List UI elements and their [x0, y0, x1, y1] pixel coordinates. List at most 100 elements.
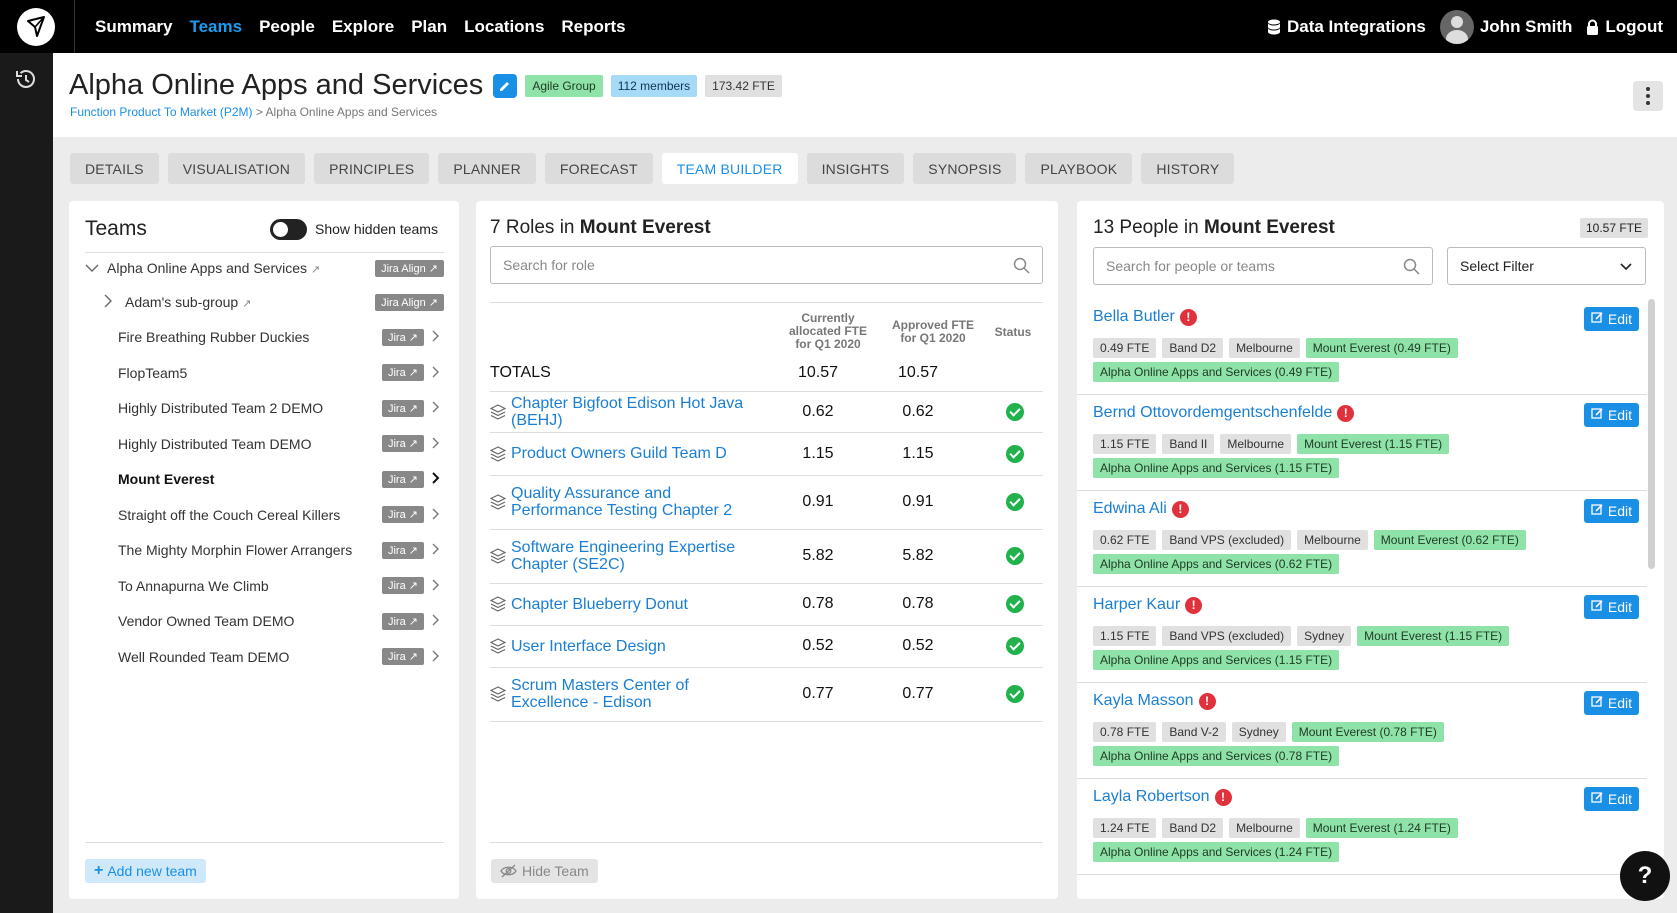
filter-select[interactable]: Select Filter — [1447, 247, 1646, 285]
jira-align-tag[interactable]: Jira Align ↗ — [375, 260, 444, 277]
top-right-menu: Data Integrations John Smith Logout — [1267, 0, 1663, 53]
team-list-item[interactable]: The Mighty Morphin Flower Arrangers Jira … — [85, 538, 444, 562]
group-allocation-tag: Alpha Online Apps and Services (1.24 FTE… — [1093, 842, 1339, 862]
people-search-input[interactable]: Search for people or teams — [1093, 247, 1433, 285]
team-list-item[interactable]: Mount Everest Jira ↗ — [85, 467, 444, 491]
person-name-link[interactable]: Kayla Masson! — [1093, 692, 1216, 710]
edit-person-button[interactable]: Edit — [1584, 403, 1639, 427]
jira-tag[interactable]: Jira ↗ — [382, 648, 424, 665]
chevron-right-icon — [432, 542, 444, 558]
nav-plan[interactable]: Plan — [411, 17, 447, 37]
layers-icon — [490, 446, 506, 467]
edit-person-button[interactable]: Edit — [1584, 691, 1639, 715]
tab-team-builder[interactable]: TEAM BUILDER — [662, 153, 798, 184]
chevron-right-icon — [432, 578, 444, 594]
edit-person-button[interactable]: Edit — [1584, 787, 1639, 811]
jira-tag[interactable]: Jira ↗ — [382, 471, 424, 488]
person-name-link[interactable]: Layla Robertson! — [1093, 788, 1232, 806]
divider — [490, 721, 1043, 722]
nav-people[interactable]: People — [259, 17, 315, 37]
role-name-link[interactable]: Scrum Masters Center of Excellence - Edi… — [511, 677, 766, 711]
team-tree-root[interactable]: Alpha Online Apps and Services ↗ Jira Ali… — [85, 256, 444, 280]
data-integrations-link[interactable]: Data Integrations — [1267, 17, 1426, 37]
person-name-link[interactable]: Edwina Ali! — [1093, 500, 1189, 518]
jira-tag[interactable]: Jira ↗ — [382, 364, 424, 381]
person-name: Bella Butler — [1093, 308, 1175, 326]
nav-reports[interactable]: Reports — [561, 17, 625, 37]
jira-tag[interactable]: Jira ↗ — [382, 506, 424, 523]
jira-tag-label: Jira — [388, 509, 406, 521]
role-name-link[interactable]: Product Owners Guild Team D — [511, 445, 766, 462]
team-name: Straight off the Couch Cereal Killers — [118, 507, 382, 523]
team-list-item[interactable]: Vendor Owned Team DEMO Jira ↗ — [85, 609, 444, 633]
external-link-icon[interactable]: ↗ — [311, 264, 320, 276]
history-icon[interactable] — [14, 67, 38, 96]
more-options-kebab-icon[interactable] — [1633, 81, 1663, 111]
team-list-item[interactable]: Highly Distributed Team DEMO Jira ↗ — [85, 432, 444, 456]
edit-title-pencil-icon[interactable] — [493, 74, 517, 98]
team-list-item[interactable]: To Annapurna We Climb Jira ↗ — [85, 574, 444, 598]
person-name: Layla Robertson — [1093, 788, 1210, 806]
team-list-item[interactable]: Fire Breathing Rubber Duckies Jira ↗ — [85, 325, 444, 349]
members-badge: 112 members — [611, 75, 697, 97]
nav-locations[interactable]: Locations — [464, 17, 544, 37]
jira-align-tag[interactable]: Jira Align ↗ — [375, 294, 444, 311]
tab-forecast[interactable]: FORECAST — [545, 153, 653, 184]
layers-icon — [490, 596, 506, 617]
people-list-scrollbar[interactable] — [1648, 299, 1655, 569]
hide-team-button[interactable]: Hide Team — [491, 859, 598, 883]
nav-summary[interactable]: Summary — [95, 17, 172, 37]
divider — [85, 252, 444, 253]
jira-tag[interactable]: Jira ↗ — [382, 577, 424, 594]
tab-planner[interactable]: PLANNER — [438, 153, 536, 184]
people-fte-badge: 10.57 FTE — [1580, 218, 1648, 238]
team-list-item[interactable]: Straight off the Couch Cereal Killers Jir… — [85, 503, 444, 527]
jira-tag[interactable]: Jira ↗ — [382, 613, 424, 630]
person-name-link[interactable]: Bella Butler! — [1093, 308, 1197, 326]
team-subgroup[interactable]: Adam's sub-group ↗ Jira Align ↗ — [85, 290, 444, 314]
team-list-item[interactable]: Well Rounded Team DEMO Jira ↗ — [85, 645, 444, 669]
tab-visualisation[interactable]: VISUALISATION — [168, 153, 305, 184]
jira-tag[interactable]: Jira ↗ — [382, 435, 424, 452]
tab-history[interactable]: HISTORY — [1141, 153, 1234, 184]
tab-insights[interactable]: INSIGHTS — [807, 153, 905, 184]
team-list-item[interactable]: FlopTeam5 Jira ↗ — [85, 361, 444, 385]
role-search-input[interactable]: Search for role — [490, 246, 1043, 284]
app-logo-icon[interactable] — [17, 8, 55, 46]
edit-label: Edit — [1608, 407, 1632, 423]
location-tag: Melbourne — [1229, 818, 1300, 838]
role-name-link[interactable]: Chapter Blueberry Donut — [511, 596, 766, 613]
role-name-link[interactable]: Software Engineering Expertise Chapter (… — [511, 539, 766, 573]
person-name-link[interactable]: Bernd Ottovordemgentschenfelde! — [1093, 404, 1354, 422]
tab-synopsis[interactable]: SYNOPSIS — [913, 153, 1016, 184]
tab-details[interactable]: DETAILS — [70, 153, 159, 184]
edit-person-button[interactable]: Edit — [1584, 499, 1639, 523]
edit-person-button[interactable]: Edit — [1584, 595, 1639, 619]
help-button[interactable]: ? — [1620, 851, 1670, 901]
breadcrumb-parent-link[interactable]: Function Product To Market (P2M) — [70, 105, 253, 119]
user-menu[interactable]: John Smith — [1440, 10, 1573, 44]
role-name-link[interactable]: User Interface Design — [511, 638, 766, 655]
add-new-team-button[interactable]: + Add new team — [85, 859, 206, 883]
jira-tag[interactable]: Jira ↗ — [382, 400, 424, 417]
edit-person-button[interactable]: Edit — [1584, 307, 1639, 331]
nav-explore[interactable]: Explore — [332, 17, 394, 37]
role-name-link[interactable]: Quality Assurance and Performance Testin… — [511, 485, 766, 519]
show-hidden-teams-toggle[interactable] — [270, 219, 307, 240]
jira-tag[interactable]: Jira ↗ — [382, 329, 424, 346]
jira-tag[interactable]: Jira ↗ — [382, 542, 424, 559]
band-tag: Band VPS (excluded) — [1162, 626, 1291, 646]
tab-principles[interactable]: PRINCIPLES — [314, 153, 429, 184]
person-name-link[interactable]: Harper Kaur! — [1093, 596, 1202, 614]
tab-playbook[interactable]: PLAYBOOK — [1025, 153, 1132, 184]
role-name-link[interactable]: Chapter Bigfoot Edison Hot Java (BEHJ) — [511, 395, 766, 429]
status-check-icon — [1006, 685, 1024, 703]
team-list-item[interactable]: Highly Distributed Team 2 DEMO Jira ↗ — [85, 396, 444, 420]
warning-icon: ! — [1180, 309, 1197, 326]
chevron-right-icon — [432, 329, 444, 345]
external-link-icon[interactable]: ↗ — [242, 298, 251, 310]
logout-link[interactable]: Logout — [1586, 17, 1663, 37]
role-approved-fte: 0.52 — [888, 637, 948, 655]
edit-icon — [1591, 599, 1604, 615]
nav-teams[interactable]: Teams — [189, 17, 242, 37]
